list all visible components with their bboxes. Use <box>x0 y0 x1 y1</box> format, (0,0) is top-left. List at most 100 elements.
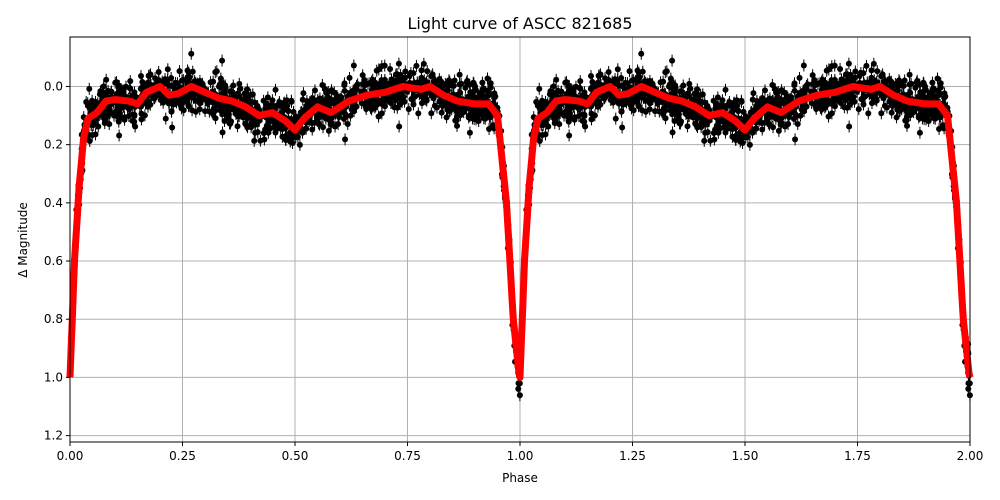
data-point <box>746 141 753 148</box>
data-point <box>304 105 311 112</box>
data-point <box>375 113 382 120</box>
data-point <box>210 111 217 118</box>
data-point <box>219 57 226 64</box>
data-point <box>550 83 557 90</box>
data-point <box>311 87 318 94</box>
data-point <box>418 67 425 74</box>
data-point <box>299 129 306 136</box>
data-point <box>660 111 667 118</box>
data-point <box>90 118 97 125</box>
data-point <box>344 120 351 127</box>
data-point <box>766 95 773 102</box>
data-point <box>410 101 417 108</box>
data-point <box>189 107 196 114</box>
data-point <box>486 125 493 132</box>
data-point <box>279 125 286 132</box>
data-point <box>342 136 349 143</box>
data-point <box>319 81 326 88</box>
data-point <box>769 81 776 88</box>
data-point <box>169 124 176 131</box>
data-point <box>378 63 385 70</box>
data-point <box>368 100 375 107</box>
data-point <box>234 123 241 130</box>
data-point <box>566 83 573 90</box>
data-point <box>236 80 243 87</box>
data-point <box>146 72 153 79</box>
data-point <box>639 107 646 114</box>
data-point <box>797 112 804 119</box>
data-point <box>100 83 107 90</box>
data-point <box>399 99 406 106</box>
data-point <box>908 80 915 87</box>
data-point <box>778 87 785 94</box>
data-point <box>558 88 565 95</box>
data-point <box>680 82 687 89</box>
data-point <box>713 122 720 129</box>
data-point <box>596 72 603 79</box>
data-point <box>394 71 401 78</box>
data-point <box>936 125 943 132</box>
data-point <box>309 126 316 133</box>
data-point <box>711 136 718 143</box>
data-point <box>844 71 851 78</box>
data-point <box>276 99 283 106</box>
data-point <box>635 103 642 110</box>
data-point <box>790 115 797 122</box>
data-point <box>863 62 870 69</box>
data-point <box>563 79 570 86</box>
data-point <box>438 78 445 85</box>
data-point <box>462 84 469 91</box>
data-point <box>570 88 577 95</box>
data-point <box>179 77 186 84</box>
data-point <box>857 70 864 77</box>
data-point <box>113 79 120 86</box>
data-point <box>428 110 435 117</box>
data-point <box>922 87 929 94</box>
data-point <box>402 68 409 75</box>
data-point <box>202 108 209 115</box>
data-point <box>199 94 206 101</box>
data-point <box>436 98 443 105</box>
data-point <box>422 90 429 97</box>
data-point <box>754 105 761 112</box>
data-point <box>451 77 458 84</box>
data-point <box>116 83 123 90</box>
data-point <box>536 85 543 92</box>
data-point <box>328 87 335 94</box>
data-point <box>137 73 144 80</box>
data-point <box>162 115 169 122</box>
data-point <box>823 67 830 74</box>
data-point <box>791 87 798 94</box>
data-point <box>415 110 422 117</box>
data-point <box>479 79 486 86</box>
data-point <box>794 120 801 127</box>
data-point <box>701 137 708 144</box>
data-point <box>916 81 923 88</box>
data-point <box>210 78 217 85</box>
data-point <box>772 86 779 93</box>
data-point <box>729 125 736 132</box>
data-point <box>391 104 398 111</box>
data-point <box>669 57 676 64</box>
data-point <box>608 93 615 100</box>
data-point <box>429 71 436 78</box>
data-point <box>852 68 859 75</box>
data-point <box>381 103 388 110</box>
data-point <box>108 88 115 95</box>
data-point <box>819 85 826 92</box>
data-point <box>249 117 256 124</box>
data-point <box>749 96 756 103</box>
data-point <box>883 104 890 111</box>
data-point <box>413 62 420 69</box>
data-point <box>744 134 751 141</box>
data-point <box>458 80 465 87</box>
data-point <box>227 120 234 127</box>
data-point <box>296 141 303 148</box>
data-point <box>686 80 693 87</box>
data-point <box>420 60 427 67</box>
data-point <box>340 115 347 122</box>
data-point <box>168 75 175 82</box>
data-point <box>818 100 825 107</box>
data-point <box>407 70 414 77</box>
data-point <box>254 129 261 136</box>
